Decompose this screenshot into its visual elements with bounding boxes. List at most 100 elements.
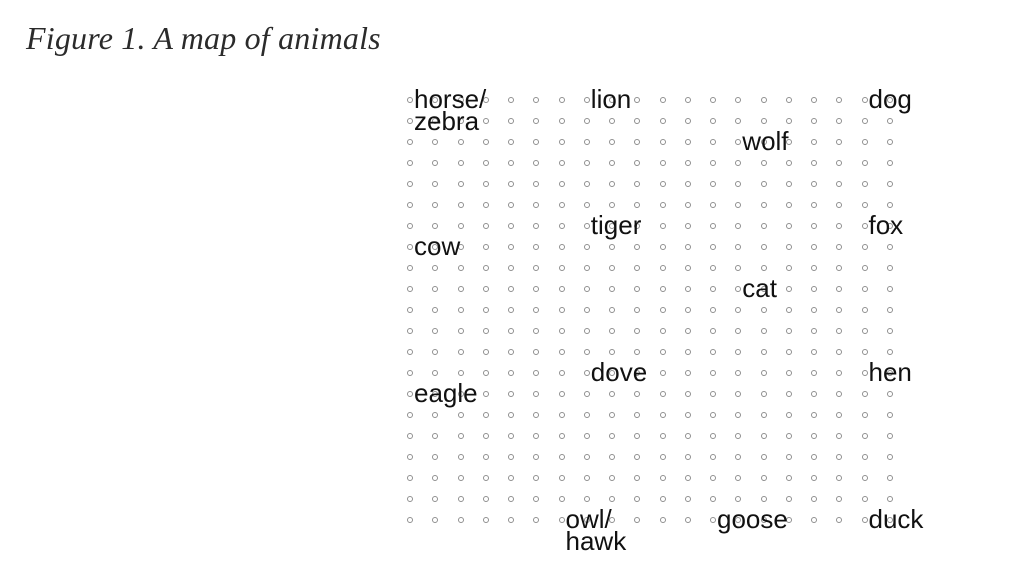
animal-label-cat[interactable]: cat — [742, 273, 777, 303]
grid-dot — [432, 349, 439, 355]
animal-label-goose[interactable]: goose — [717, 504, 788, 534]
grid-dot — [533, 328, 540, 334]
grid-dot — [811, 307, 817, 313]
animal-label-hen[interactable]: hen — [868, 357, 912, 387]
grid-dot — [583, 517, 590, 523]
animal-label-dove[interactable]: dove — [590, 357, 648, 387]
animal-label-horse-zebra[interactable]: horse/ zebra — [414, 84, 487, 136]
grid-dot — [634, 475, 641, 481]
grid-dot — [457, 349, 464, 355]
grid-dot — [508, 454, 514, 460]
grid-dot — [735, 475, 742, 481]
grid-dot — [558, 139, 565, 145]
grid-dot — [886, 475, 893, 481]
grid-dot — [659, 475, 666, 481]
grid-dot — [558, 391, 565, 397]
animal-label-wolf[interactable]: wolf — [742, 126, 789, 156]
animal-label-lion[interactable]: lion — [590, 84, 632, 114]
grid-dot — [836, 97, 843, 103]
grid-dot — [407, 223, 413, 229]
grid-dot — [634, 433, 641, 439]
grid-dot — [659, 244, 666, 250]
animal-label-tiger[interactable]: tiger — [590, 210, 642, 240]
grid-dot — [432, 139, 439, 145]
grid-dot — [609, 370, 615, 376]
grid-dot — [533, 286, 540, 292]
grid-dot — [760, 139, 767, 145]
grid-dot — [861, 454, 868, 460]
grid-dot — [785, 328, 792, 334]
grid-dot — [508, 223, 514, 229]
grid-dot — [836, 496, 843, 502]
grid-dot — [432, 286, 439, 292]
animal-label-owl-hawk[interactable]: owl/ hawk — [565, 504, 627, 556]
animal-label-eagle[interactable]: eagle — [414, 378, 478, 408]
grid-dot — [861, 307, 868, 313]
grid-dot — [634, 265, 641, 271]
grid-dot — [735, 265, 742, 271]
grid-dot — [482, 454, 489, 460]
grid-dot — [609, 517, 615, 523]
grid-dot — [811, 118, 817, 124]
grid-dot — [609, 202, 615, 208]
grid-dot — [886, 265, 893, 271]
grid-dot — [886, 391, 893, 397]
grid-dot — [634, 286, 641, 292]
grid-dot — [508, 412, 514, 418]
grid-dot — [457, 139, 464, 145]
grid-dot — [659, 433, 666, 439]
grid-dot — [861, 349, 868, 355]
grid-dot — [558, 454, 565, 460]
grid-dot — [735, 391, 742, 397]
grid-dot — [583, 139, 590, 145]
grid-dot — [558, 433, 565, 439]
grid-dot — [659, 265, 666, 271]
grid-dot — [710, 496, 716, 502]
animal-label-duck[interactable]: duck — [868, 504, 924, 534]
grid-dot — [432, 202, 439, 208]
grid-dot — [508, 370, 514, 376]
grid-dot — [583, 370, 590, 376]
grid-dot — [735, 139, 742, 145]
grid-dot — [836, 328, 843, 334]
animal-label-fox[interactable]: fox — [868, 210, 904, 240]
grid-dot — [886, 118, 893, 124]
grid-dot — [508, 244, 514, 250]
grid-dot — [735, 328, 742, 334]
grid-dot — [432, 181, 439, 187]
grid-dot — [785, 202, 792, 208]
grid-dot — [432, 328, 439, 334]
grid-dot — [684, 370, 691, 376]
grid-dot — [533, 223, 540, 229]
grid-dot — [609, 328, 615, 334]
grid-dot — [583, 328, 590, 334]
grid-dot — [659, 496, 666, 502]
grid-dot — [710, 391, 716, 397]
animal-label-cow[interactable]: cow — [414, 231, 461, 261]
grid-dot — [684, 328, 691, 334]
grid-dot — [785, 118, 792, 124]
grid-dot — [533, 118, 540, 124]
grid-dot — [886, 370, 893, 376]
grid-dot — [760, 202, 767, 208]
grid-dot — [508, 286, 514, 292]
grid-dot — [457, 118, 464, 124]
grid-dot — [836, 370, 843, 376]
animal-label-dog[interactable]: dog — [868, 84, 912, 114]
grid-dot — [533, 160, 540, 166]
grid-dot — [684, 118, 691, 124]
grid-dot — [558, 496, 565, 502]
grid-dot — [482, 412, 489, 418]
grid-dot — [508, 475, 514, 481]
grid-dot — [533, 412, 540, 418]
grid-dot — [710, 328, 716, 334]
grid-dot — [609, 307, 615, 313]
grid-dot — [785, 223, 792, 229]
grid-dot — [609, 286, 615, 292]
grid-dot — [886, 181, 893, 187]
grid-dot — [634, 370, 641, 376]
grid-dot — [760, 244, 767, 250]
grid-dot — [659, 223, 666, 229]
grid-dot — [583, 475, 590, 481]
grid-dot — [811, 391, 817, 397]
